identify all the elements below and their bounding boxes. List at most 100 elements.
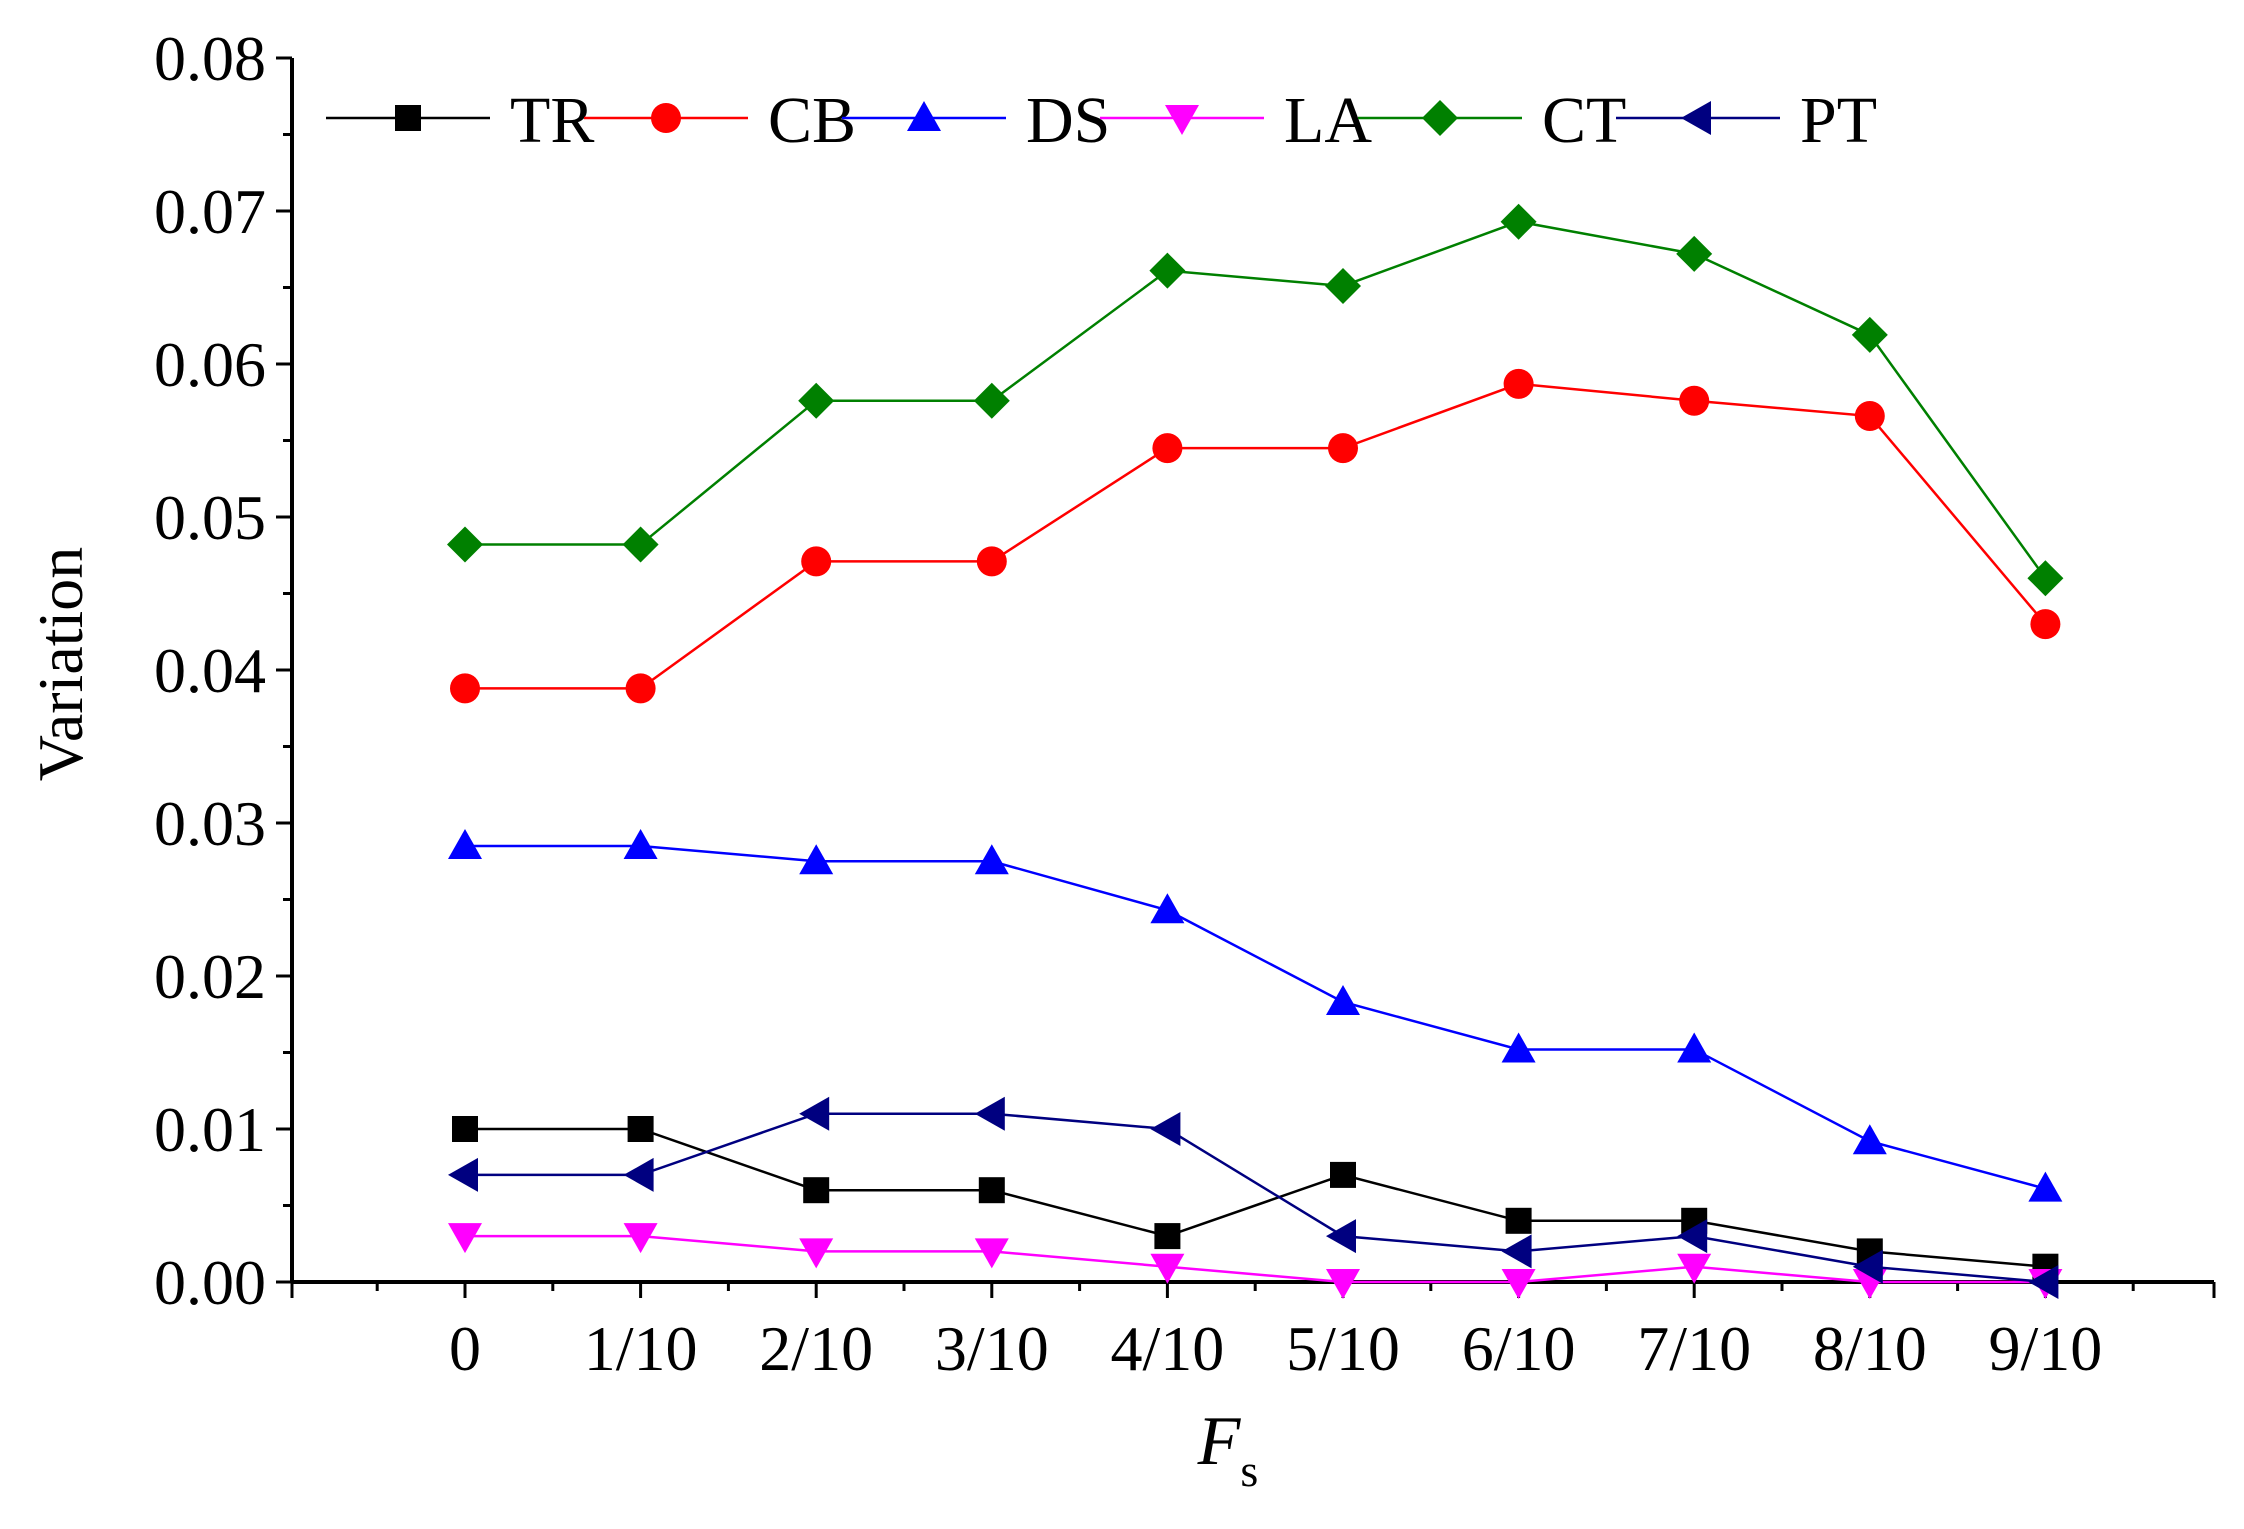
data-point-pt	[1326, 1219, 1356, 1254]
data-point-la	[1677, 1253, 1712, 1284]
legend-label-ds: DS	[1026, 84, 1110, 157]
data-point-la	[974, 1238, 1009, 1269]
axes: 0.00 0.01 0.02 0.03 0.04 0.05 0.06 0.07 0.08 0 1/1…	[154, 23, 2216, 1384]
x-axis-title-subscript: s	[1240, 1445, 1258, 1496]
data-point-pt	[448, 1157, 478, 1192]
data-point-pt	[623, 1157, 654, 1192]
data-point-ct	[1325, 267, 1361, 304]
data-point-ds	[1677, 1032, 1712, 1063]
series-line-pt	[465, 1112, 2046, 1284]
x-tick-label: 3/10	[935, 1313, 1049, 1384]
data-point-pt	[1677, 1219, 1708, 1254]
data-point-pt	[974, 1096, 1005, 1131]
data-point-ds	[448, 828, 482, 859]
data-point-ds	[974, 844, 1009, 875]
data-point-ct	[2027, 560, 2064, 597]
data-point-tr	[978, 1177, 1005, 1204]
data-point-ds	[2028, 1171, 2063, 1202]
legend-item-ds: DS	[842, 84, 1110, 157]
series-group	[447, 203, 2064, 1299]
data-point-ds	[1852, 1124, 1887, 1155]
series-ct	[447, 203, 2064, 597]
legend-marker-pt	[1681, 101, 1711, 135]
data-point-cb	[976, 546, 1007, 577]
x-tick-label: 5/10	[1286, 1313, 1400, 1384]
series-line-cb	[465, 382, 2047, 690]
x-tick-label: 8/10	[1813, 1313, 1927, 1384]
data-point-la	[623, 1223, 658, 1254]
y-tick-label: 0.06	[154, 329, 266, 400]
data-point-la	[799, 1238, 834, 1269]
y-tick-label: 0.05	[154, 482, 266, 553]
data-point-la	[448, 1223, 482, 1254]
legend-item-la: LA	[1100, 84, 1372, 157]
legend-label-la: LA	[1284, 84, 1372, 157]
legend-marker-cb	[651, 103, 681, 133]
y-tick-label: 0.01	[154, 1094, 266, 1165]
x-tick-label: 9/10	[1989, 1313, 2103, 1384]
series-pt	[448, 1096, 2059, 1299]
data-point-ct	[1851, 316, 1888, 353]
legend-item-tr: TR	[326, 84, 594, 157]
x-tick-label: 2/10	[759, 1313, 873, 1384]
data-point-ds	[1326, 985, 1360, 1016]
legend-item-cb: CB	[584, 84, 856, 157]
legend-item-ct: CT	[1358, 84, 1626, 157]
data-point-la	[1150, 1253, 1185, 1284]
data-point-pt	[1150, 1112, 1181, 1146]
y-tick-label: 0.07	[154, 176, 266, 247]
legend-marker-ct	[1422, 100, 1458, 136]
legend-label-ct: CT	[1542, 84, 1626, 157]
data-point-cb	[1503, 368, 1534, 399]
data-point-tr	[1330, 1161, 1356, 1188]
data-point-tr	[1154, 1223, 1181, 1250]
data-point-ds	[1150, 893, 1185, 924]
data-point-cb	[1679, 385, 1710, 416]
series-cb	[450, 368, 2061, 704]
legend-label-pt: PT	[1800, 84, 1877, 157]
data-point-la	[1501, 1269, 1536, 1299]
x-axis-title-main: F	[1197, 1403, 1242, 1480]
data-point-cb	[1854, 401, 1885, 432]
data-point-la	[1326, 1269, 1360, 1299]
data-point-cb	[1152, 433, 1183, 464]
y-tick-label: 0.02	[154, 941, 266, 1012]
data-point-ct	[447, 526, 483, 563]
x-tick-label: 0	[449, 1313, 481, 1384]
series-line-ct	[465, 220, 2047, 579]
data-point-pt	[799, 1096, 830, 1131]
data-point-ds	[623, 828, 658, 859]
data-point-ct	[973, 382, 1010, 419]
series-line-ds	[465, 844, 2046, 1190]
data-point-tr	[803, 1177, 830, 1204]
series-ds	[448, 828, 2063, 1202]
data-point-ds	[799, 844, 834, 875]
data-point-ct	[798, 382, 835, 419]
legend-marker-la	[1165, 105, 1199, 135]
legend-label-cb: CB	[768, 84, 856, 157]
legend-label-tr: TR	[510, 84, 594, 157]
data-point-cb	[1328, 433, 1358, 464]
data-point-ct	[622, 526, 659, 563]
y-tick-label: 0.00	[154, 1247, 266, 1318]
data-point-cb	[801, 546, 832, 577]
data-point-ct	[1676, 235, 1713, 272]
data-point-ds	[1501, 1032, 1536, 1063]
data-point-pt	[1501, 1234, 1532, 1269]
legend: TR CB DS LA CT PT	[326, 84, 1877, 157]
x-tick-label: 6/10	[1462, 1313, 1576, 1384]
legend-item-pt: PT	[1616, 84, 1877, 157]
x-tick-label: 4/10	[1111, 1313, 1225, 1384]
x-tick-label: 1/10	[584, 1313, 698, 1384]
y-axis-title: Variation	[25, 547, 96, 782]
data-point-pt	[1852, 1249, 1883, 1284]
x-axis-title: Fs	[1197, 1403, 1259, 1496]
data-point-cb	[625, 673, 656, 704]
data-point-cb	[2030, 609, 2061, 640]
series-tr	[452, 1116, 2059, 1280]
data-point-ct	[1149, 252, 1186, 289]
x-tick-label: 7/10	[1637, 1313, 1751, 1384]
series-line-la	[465, 1234, 2046, 1284]
